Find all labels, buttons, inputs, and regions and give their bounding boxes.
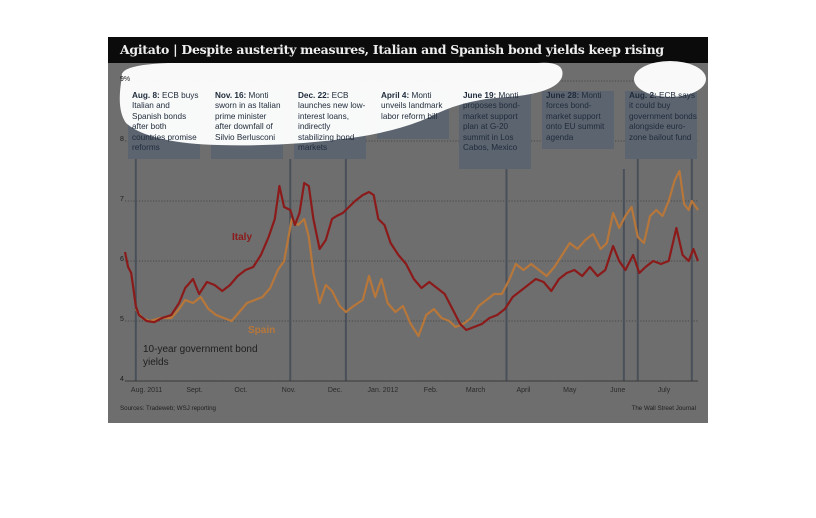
- annotation-text-6: ECB says it could buy government bonds a…: [629, 91, 697, 142]
- x-tick-label: Oct.: [234, 387, 248, 394]
- x-tick-label: May: [563, 387, 577, 394]
- y-tick-label: 7: [120, 196, 124, 203]
- series-label-italy: Italy: [232, 232, 253, 243]
- x-tick-label: Sept.: [186, 387, 203, 394]
- annotation-4: June 19: Monti proposes bond-market supp…: [463, 91, 531, 153]
- series-line-spain: [134, 169, 699, 338]
- y-tick-label: 8: [120, 136, 124, 143]
- chart-title: Agitato | Despite austerity measures, It…: [120, 42, 664, 57]
- annotation-0: Aug. 8: ECB buys Italian and Spanish bon…: [132, 91, 200, 153]
- x-tick-label: June: [610, 387, 626, 394]
- series-line-italy: [123, 181, 700, 332]
- credit-note: The Wall Street Journal: [631, 405, 696, 412]
- x-tick-label: Dec.: [327, 387, 343, 394]
- y-tick-label: 6: [120, 256, 124, 263]
- annotation-text-0: ECB buys Italian and Spanish bonds after…: [132, 91, 199, 153]
- x-tick-label: April: [516, 387, 531, 394]
- title-bar: Agitato | Despite austerity measures, It…: [108, 37, 708, 63]
- annotation-text-2: ECB launches new low-interest loans, ind…: [298, 91, 366, 153]
- x-tick-label: July: [657, 387, 671, 394]
- y-tick-label: 5: [120, 316, 124, 323]
- chart-description: 10-year government bond yields: [143, 344, 258, 368]
- annotation-1: Nov. 16: Monti sworn in as Italian prime…: [215, 91, 283, 143]
- chart-figure: Agitato | Despite austerity measures, It…: [108, 37, 708, 423]
- annotation-3: April 4: Monti unveils landmark labor re…: [381, 91, 449, 122]
- annotation-5: June 28: Monti forces bond-market suppor…: [546, 91, 614, 143]
- annotation-head-5: June 28:: [546, 91, 580, 100]
- annotation-head-1: Nov. 16:: [215, 91, 247, 100]
- y-tick-label: 9%: [120, 76, 131, 83]
- annotation-text-5: Monti forces bond-market support onto EU…: [546, 91, 605, 142]
- x-tick-label: March: [465, 387, 486, 394]
- annotation-head-3: April 4:: [381, 91, 410, 100]
- annotation-head-0: Aug. 8:: [132, 91, 160, 100]
- annotation-head-6: Aug. 2:: [629, 91, 657, 100]
- x-tick-label: Aug. 2011: [130, 387, 163, 394]
- annotation-text-1: Monti sworn in as Italian prime minister…: [215, 91, 281, 142]
- annotation-2: Dec. 22: ECB launches new low-interest l…: [298, 91, 366, 153]
- x-tick-label: Jan. 2012: [367, 387, 399, 394]
- source-note: Sources: Tradeweb; WSJ reporting: [120, 405, 216, 412]
- x-tick-label: Feb.: [423, 387, 438, 394]
- annotation-text-4: Monti proposes bond-market support plan …: [463, 91, 520, 153]
- annotation-text-3: Monti unveils landmark labor reform bill: [381, 91, 443, 121]
- annotation-box-6: [625, 91, 697, 159]
- annotation-6: Aug. 2: ECB says it could buy government…: [629, 91, 697, 143]
- series-label-spain: Spain: [248, 325, 276, 336]
- annotation-head-2: Dec. 22:: [298, 91, 330, 100]
- x-tick-label: Nov.: [281, 387, 296, 394]
- y-tick-label: 4: [120, 376, 124, 383]
- annotation-head-4: June 19:: [463, 91, 497, 100]
- chart-plot: [123, 80, 700, 382]
